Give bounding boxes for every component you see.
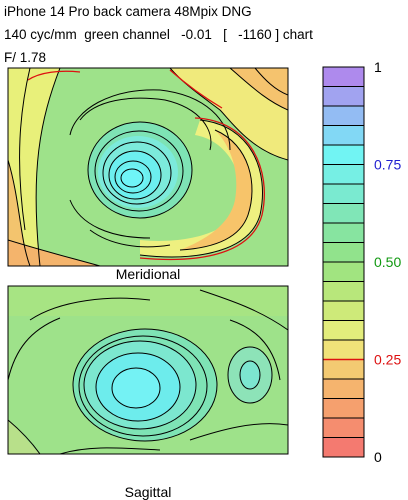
colorbar-band xyxy=(323,164,364,185)
colorbar-band xyxy=(323,320,364,341)
colorbar-tick-label: 0 xyxy=(374,449,382,465)
colorbar-band xyxy=(323,340,364,360)
colorbar-band xyxy=(323,262,364,282)
colorbar-band xyxy=(323,379,364,399)
colorbar: 1 0.75 0.50 0.25 0 xyxy=(322,59,401,465)
colorbar-band xyxy=(323,67,364,87)
colorbar-band xyxy=(323,125,364,146)
chart-title-line-3: F/ 1.78 xyxy=(4,50,47,65)
meridional-title: Meridional xyxy=(115,266,181,282)
sagittal-frame xyxy=(7,285,289,455)
colorbar-frame xyxy=(322,66,365,458)
colorbar-band xyxy=(323,145,364,165)
chart-title-line-1: iPhone 14 Pro back camera 48Mpix DNG xyxy=(4,4,252,19)
colorbar-band xyxy=(323,359,364,380)
colorbar-tick-label: 0.50 xyxy=(374,254,401,270)
contour-0.25 xyxy=(27,69,265,261)
colorbar-tick-label: 1 xyxy=(374,59,382,75)
chart-title-line-2: 140 cyc/mm green channel -0.01 [ -1160 ]… xyxy=(4,27,313,42)
colorbar-band xyxy=(323,86,364,107)
colorbar-band xyxy=(323,184,364,204)
colorbar-band xyxy=(323,398,364,419)
meridional-frame xyxy=(7,67,289,267)
colorbar-band xyxy=(323,281,364,302)
colorbar-band xyxy=(323,301,364,321)
sagittal-panel xyxy=(7,285,289,455)
colorbar-band xyxy=(323,437,364,458)
colorbar-tick-label: 0.25 xyxy=(374,352,401,368)
colorbar-band xyxy=(323,203,364,224)
meridional-panel xyxy=(7,67,289,267)
colorbar-band xyxy=(323,223,364,243)
colorbar-band xyxy=(323,242,364,263)
colorbar-band xyxy=(323,418,364,438)
colorbar-band xyxy=(323,106,364,126)
colorbar-tick-label: 0.75 xyxy=(374,157,401,173)
sagittal-title: Sagittal xyxy=(124,484,172,500)
